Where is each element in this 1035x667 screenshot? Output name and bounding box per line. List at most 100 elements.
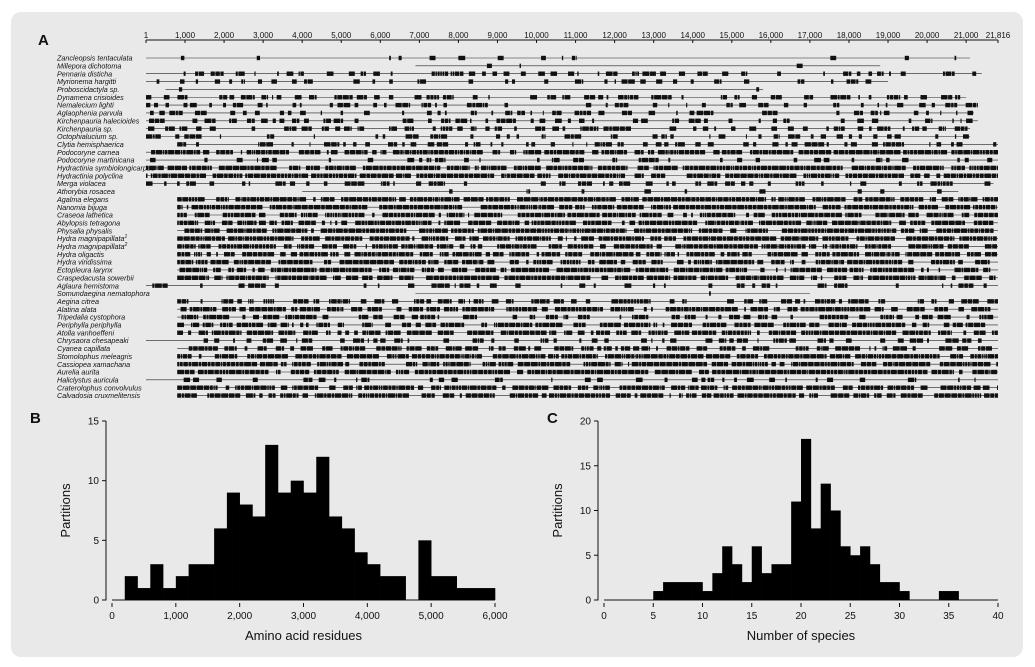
alignment-block — [942, 126, 945, 131]
alignment-block — [805, 330, 808, 335]
alignment-block — [200, 252, 202, 257]
alignment-block — [399, 314, 405, 320]
alignment-block — [806, 385, 813, 390]
alignment-block — [494, 228, 501, 233]
alignment-block — [419, 157, 423, 163]
alignment-block — [847, 212, 854, 218]
alignment-block — [498, 354, 502, 359]
alignment-block — [364, 322, 372, 328]
alignment-block — [885, 102, 888, 108]
alignment-block — [986, 346, 992, 351]
alignment-block — [395, 102, 402, 108]
alignment-block — [930, 244, 933, 249]
alignment-block — [440, 134, 448, 139]
alignment-block — [747, 173, 754, 178]
alignment-block — [296, 275, 303, 280]
alignment-block — [827, 197, 834, 202]
alignment-block — [469, 236, 472, 241]
alignment-block — [675, 244, 682, 249]
alignment-block — [852, 204, 859, 210]
alignment-block — [292, 165, 299, 171]
alignment-block — [252, 299, 254, 304]
alignment-block — [292, 204, 294, 210]
alignment-block — [762, 385, 769, 390]
alignment-block — [906, 236, 913, 241]
alignment-block — [684, 150, 690, 155]
alignment-block — [355, 220, 361, 226]
alignment-block — [629, 95, 634, 100]
alignment-block — [388, 252, 392, 257]
alignment-block — [691, 330, 698, 335]
alignment-block — [855, 150, 863, 155]
alignment-block — [617, 267, 622, 273]
alignment-block — [260, 385, 267, 390]
alignment-block — [398, 369, 401, 375]
alignment-block — [940, 330, 947, 335]
alignment-block — [761, 385, 763, 390]
alignment-block — [439, 150, 444, 155]
alignment-block — [433, 181, 437, 186]
alignment-block — [889, 204, 892, 210]
alignment-block — [426, 307, 430, 312]
alignment-block — [646, 252, 650, 257]
alignment-block — [345, 259, 353, 265]
alignment-block — [500, 244, 506, 249]
alignment-block — [363, 71, 366, 76]
alignment-block — [705, 275, 708, 280]
alignment-block — [950, 361, 956, 367]
alignment-block — [645, 228, 652, 233]
alignment-block — [905, 361, 912, 367]
alignment-block — [858, 204, 864, 210]
alignment-block — [174, 165, 182, 171]
alignment-block — [514, 244, 520, 249]
alignment-block — [625, 354, 631, 359]
alignment-block — [950, 354, 957, 359]
alignment-block — [525, 385, 529, 390]
alignment-block — [808, 173, 811, 178]
alignment-block — [343, 102, 351, 108]
alignment-block — [891, 259, 894, 265]
alignment-block — [448, 118, 451, 123]
alignment-block — [336, 369, 339, 375]
alignment-block — [339, 267, 346, 273]
alignment-block — [765, 369, 771, 375]
alignment-block — [917, 150, 924, 155]
alignment-block — [495, 322, 498, 328]
alignment-block — [363, 283, 367, 288]
alignment-block — [613, 236, 619, 241]
alignment-block — [154, 102, 159, 108]
x-tick-label: 35 — [943, 611, 955, 622]
alignment-block — [270, 322, 277, 328]
alignment-block — [181, 299, 187, 304]
alignment-block — [220, 361, 223, 367]
alignment-block — [623, 102, 629, 108]
alignment-block — [426, 346, 431, 351]
alignment-block — [181, 393, 184, 398]
alignment-block — [830, 369, 834, 375]
alignment-block — [911, 369, 915, 375]
alignment-block — [528, 346, 531, 351]
alignment-block — [177, 197, 182, 202]
alignment-block — [155, 283, 162, 288]
alignment-block — [792, 236, 799, 241]
alignment-block — [432, 197, 435, 202]
alignment-block — [620, 165, 626, 171]
alignment-block — [671, 314, 676, 320]
alignment-tick-label: 7,000 — [409, 31, 430, 40]
alignment-block — [359, 361, 363, 367]
alignment-block — [938, 267, 941, 273]
alignment-block — [531, 299, 534, 304]
alignment-block — [931, 259, 936, 265]
alignment-block — [433, 259, 439, 265]
alignment-block — [260, 369, 265, 375]
alignment-block — [416, 361, 418, 367]
alignment-block — [817, 173, 821, 178]
alignment-block — [872, 259, 875, 265]
alignment-block — [412, 165, 416, 171]
alignment-block — [753, 165, 757, 171]
alignment-block — [877, 126, 884, 131]
alignment-block — [764, 307, 768, 312]
alignment-block — [757, 259, 764, 265]
alignment-block — [735, 275, 740, 280]
alignment-block — [964, 212, 970, 218]
